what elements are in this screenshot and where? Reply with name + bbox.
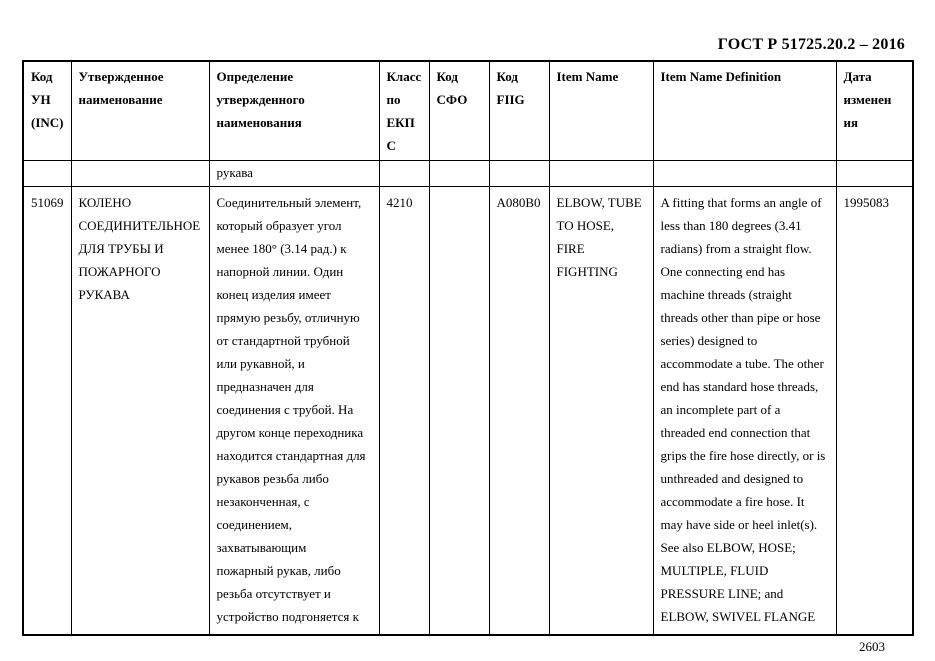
page-number: 2603 [859, 639, 885, 654]
table-row-continuation: рукава [22, 160, 914, 187]
header-item-name: Item Name [548, 60, 654, 161]
cell-change-date [835, 160, 914, 187]
cell-approved-name-definition: Соединительный элемент, который образует… [208, 186, 380, 636]
header-approved-name: Утвержденное наименование [70, 60, 210, 161]
cell-approved-name [70, 160, 210, 187]
cell-item-name [548, 160, 654, 187]
cell-approved-name: КОЛЕНО СОЕДИНИТЕЛЬНОЕ ДЛЯ ТРУБЫ И ПОЖАРН… [70, 186, 210, 636]
header-change-date: Дата изменен ия [835, 60, 914, 161]
cell-fiig-code [488, 160, 550, 187]
cell-approved-name-definition: рукава [208, 160, 380, 187]
header-fiig-code: Код FIIG [488, 60, 550, 161]
cell-change-date: 1995083 [835, 186, 914, 636]
cell-inc-code [22, 160, 72, 187]
table-header-row: Код УН (INC) Утвержденное наименование О… [22, 60, 914, 161]
cell-sfo-code [428, 186, 490, 636]
cell-inc-code: 51069 [22, 186, 72, 636]
cell-fiig-code: A080B0 [488, 186, 550, 636]
catalog-table: Код УН (INC) Утвержденное наименование О… [22, 60, 914, 636]
document-title: ГОСТ Р 51725.20.2 – 2016 [717, 36, 905, 53]
cell-item-name-definition: A fitting that forms an angle of less th… [652, 186, 837, 636]
table-row-51069: 51069 КОЛЕНО СОЕДИНИТЕЛЬНОЕ ДЛЯ ТРУБЫ И … [22, 186, 914, 636]
cell-item-name-definition [652, 160, 837, 187]
header-item-name-definition: Item Name Definition [652, 60, 837, 161]
cell-sfo-code [428, 160, 490, 187]
header-sfo-code: Код СФО [428, 60, 490, 161]
cell-ekps-class [378, 160, 430, 187]
cell-item-name: ELBOW, TUBE TO HOSE, FIRE FIGHTING [548, 186, 654, 636]
cell-ekps-class: 4210 [378, 186, 430, 636]
header-inc-code: Код УН (INC) [22, 60, 72, 161]
header-ekps-class: Класс по ЕКПС [378, 60, 430, 161]
header-approved-name-definition: Определение утвержденного наименования [208, 60, 380, 161]
